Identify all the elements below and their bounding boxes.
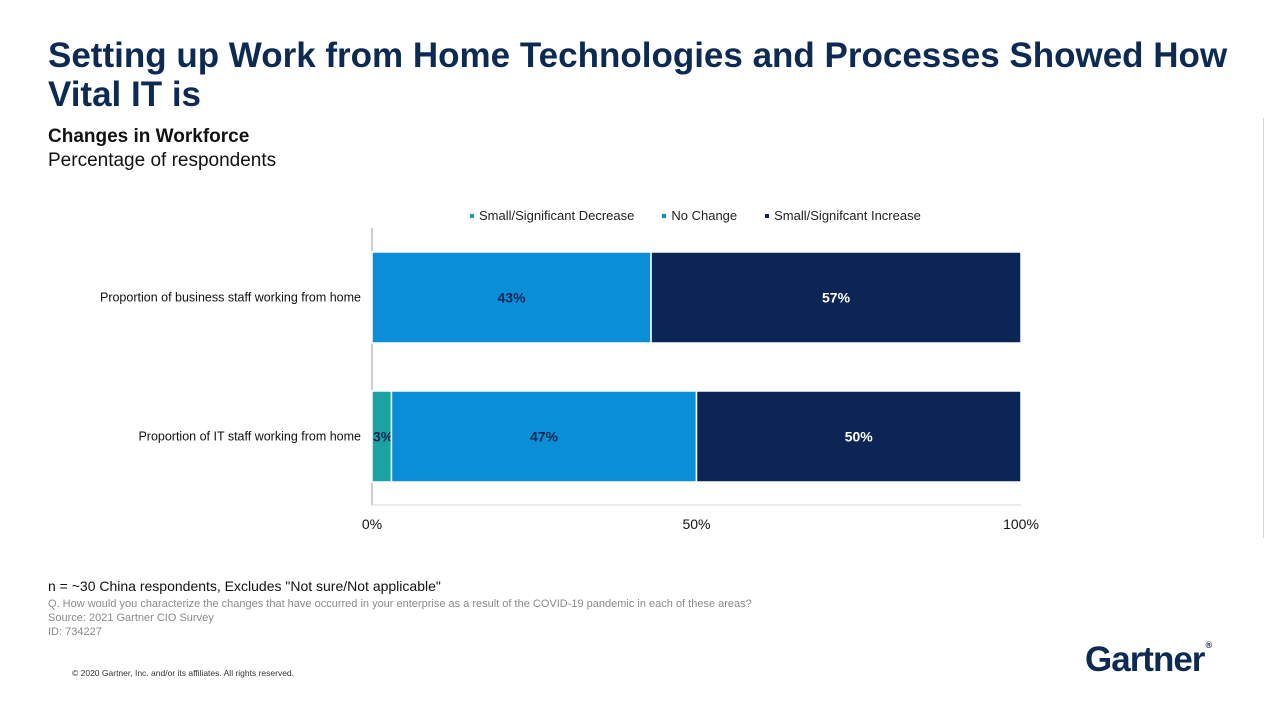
page-title: Setting up Work from Home Technologies a…	[48, 36, 1228, 114]
data-label: 43%	[498, 290, 527, 306]
data-label: 3%	[373, 429, 394, 445]
legend-item-no-change: No Change	[662, 208, 737, 223]
bar-segment	[390, 390, 698, 483]
source-line: Source: 2021 Gartner CIO Survey	[48, 612, 214, 624]
data-label: 57%	[822, 290, 851, 306]
survey-question: Q. How would you characterize the change…	[48, 598, 752, 610]
x-tick-label: 50%	[682, 516, 710, 532]
legend-swatch-decrease	[470, 213, 474, 218]
category-label: Proportion of business staff working fro…	[100, 291, 361, 305]
legend-item-decrease: Small/Significant Decrease	[470, 208, 634, 223]
legend-swatch-no-change	[662, 213, 667, 218]
chart-subtitle: Changes in Workforce	[48, 126, 250, 147]
chart-legend: Small/Significant Decrease No Change Sma…	[470, 208, 949, 223]
data-label: 50%	[845, 429, 874, 445]
sample-note: n = ~30 China respondents, Excludes "Not…	[48, 578, 441, 594]
data-label: 47%	[530, 429, 559, 445]
legend-label-increase: Small/Signifcant Increase	[774, 208, 921, 223]
bar-segment	[695, 390, 1022, 483]
legend-item-increase: Small/Signifcant Increase	[765, 208, 921, 223]
logo-text: Gartner	[1085, 640, 1205, 679]
gartner-logo: Gartner®	[1085, 640, 1212, 680]
document-id: ID: 734227	[48, 626, 102, 638]
copyright-notice: © 2020 Gartner, Inc. and/or its affiliat…	[72, 668, 295, 678]
x-tick-label: 100%	[1003, 516, 1039, 532]
bar-segment	[371, 251, 652, 344]
x-tick-label: 0%	[362, 516, 382, 532]
legend-swatch-increase	[765, 213, 770, 218]
legend-label-decrease: Small/Significant Decrease	[479, 208, 635, 223]
slide-edge-divider	[1263, 118, 1264, 538]
bar-segment	[650, 251, 1022, 344]
stacked-bar-chart: Proportion of business staff working fro…	[100, 228, 1039, 532]
logo-registered-mark: ®	[1205, 640, 1212, 650]
chart-subtitle-detail: Percentage of respondents	[48, 150, 277, 171]
category-label: Proportion of IT staff working from home	[138, 430, 361, 444]
legend-label-no-change: No Change	[671, 208, 738, 223]
